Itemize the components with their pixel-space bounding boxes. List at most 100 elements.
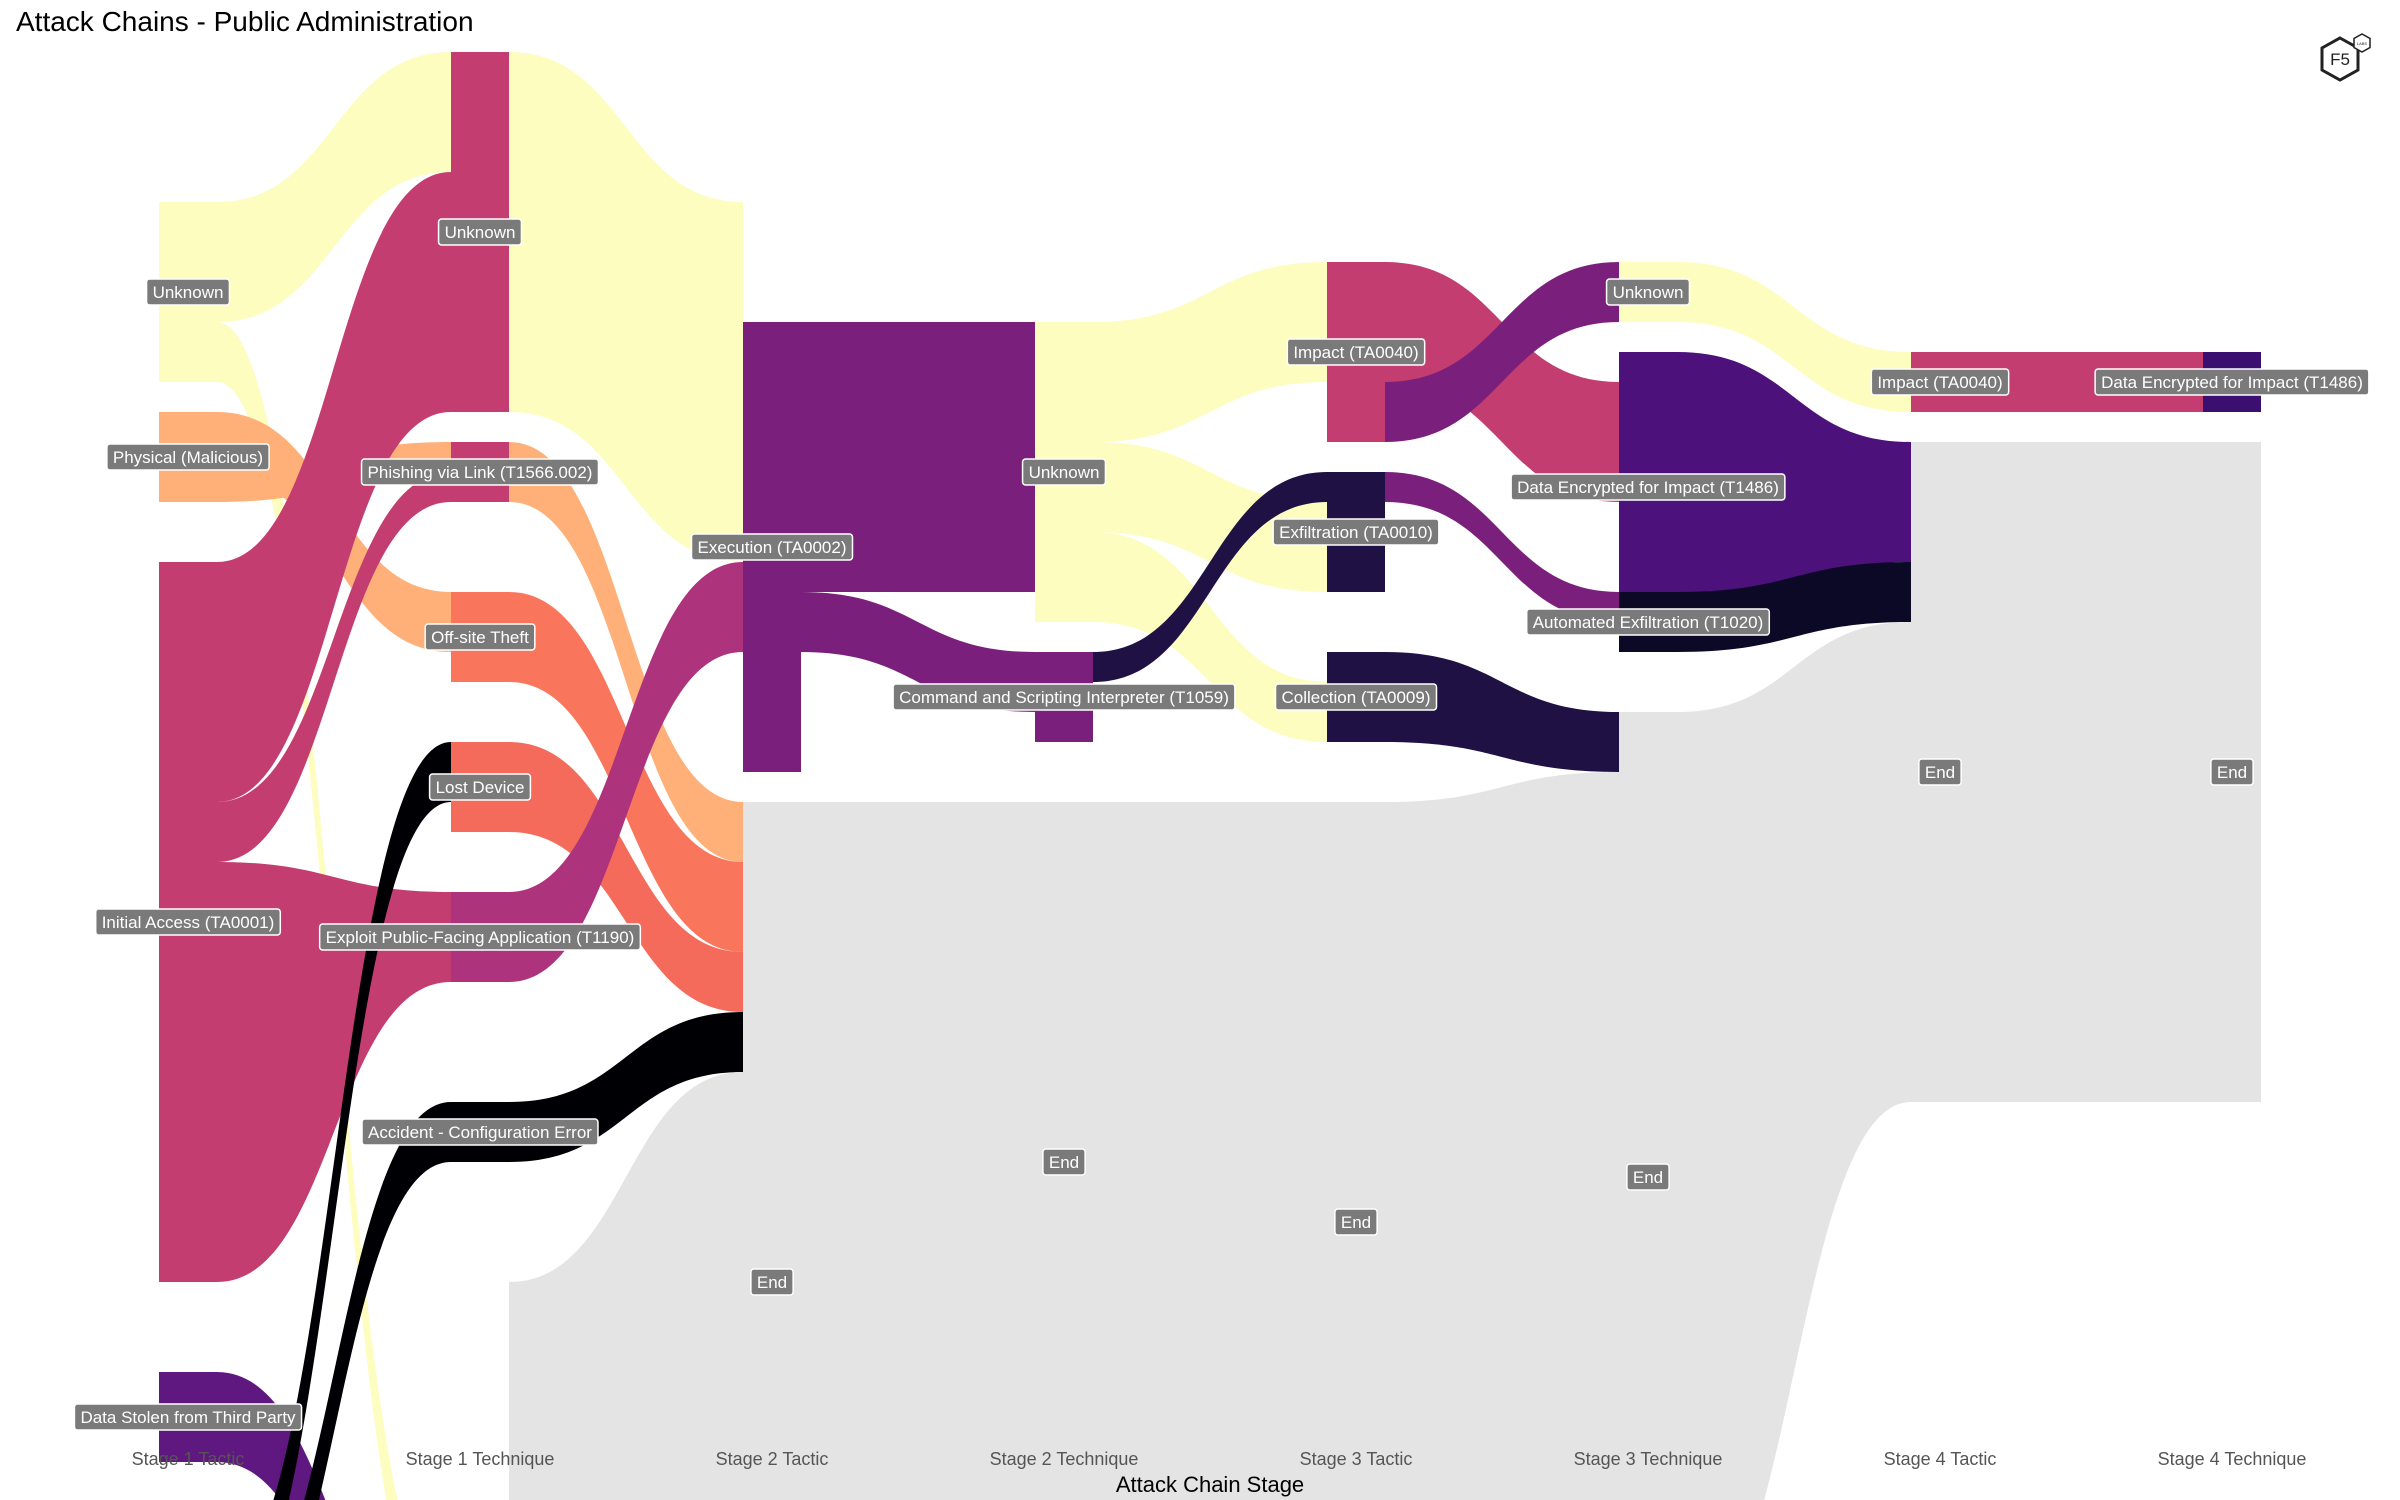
flow-band [1677, 262, 1911, 412]
flow-band [217, 172, 451, 802]
node-label: Collection (TA0009) [1274, 683, 1438, 711]
node-label: Phishing via Link (T1566.002) [360, 458, 600, 486]
node-label: Accident - Configuration Error [361, 1118, 599, 1146]
node-label-text: End [1633, 1168, 1663, 1187]
node-label-text: Unknown [153, 283, 224, 302]
node-label-text: End [757, 1273, 787, 1292]
flow-band [1969, 352, 2203, 412]
node-label: End [1042, 1148, 1086, 1176]
flow-band [1677, 352, 1911, 622]
node-label: End [1918, 758, 1962, 786]
node-label-text: Unknown [1029, 463, 1100, 482]
node-label: Off-site Theft [424, 623, 536, 651]
node-label-text: Accident - Configuration Error [368, 1123, 592, 1142]
node-label: Data Encrypted for Impact (T1486) [1510, 473, 1786, 501]
x-tick-label: Stage 1 Technique [406, 1449, 555, 1469]
x-axis: Stage 1 Tactic Stage 1 Technique Stage 2 T… [132, 1449, 2307, 1469]
x-tick-label: Stage 4 Technique [2158, 1449, 2307, 1469]
node-label: End [1626, 1163, 1670, 1191]
node-label-text: Phishing via Link (T1566.002) [368, 463, 593, 482]
node-label-text: Impact (TA0040) [1293, 343, 1418, 362]
flow-band [801, 592, 1035, 712]
node-label: End [750, 1268, 794, 1296]
node-label: Unknown [1605, 278, 1691, 306]
node-label-text: Unknown [1613, 283, 1684, 302]
labels-layer: Unknown Physical (Malicious) Initial Acces… [73, 218, 2370, 1431]
node-label: Automated Exfiltration (T1020) [1525, 608, 1771, 636]
flow-band [509, 562, 743, 982]
node-label-text: Physical (Malicious) [113, 448, 263, 467]
node-bar [743, 802, 801, 1500]
node-label-text: End [1049, 1153, 1079, 1172]
node-label-text: Initial Access (TA0001) [102, 913, 275, 932]
x-tick-label: Stage 1 Tactic [132, 1449, 245, 1469]
flow-band [509, 742, 743, 1012]
node-label-text: End [2217, 763, 2247, 782]
node-label: Initial Access (TA0001) [94, 908, 282, 936]
node-label: Execution (TA0002) [690, 533, 854, 561]
node-label: Unknown [145, 278, 231, 306]
flow-band [217, 322, 398, 1500]
flow-band [1677, 622, 1911, 1500]
flow-band [1385, 652, 1619, 772]
node-label: End [1334, 1208, 1378, 1236]
flow-band [1093, 262, 1327, 442]
flow-band [304, 1102, 451, 1500]
x-axis-label: Attack Chain Stage [1116, 1472, 1304, 1497]
flow-band [217, 52, 451, 322]
flow-band [273, 742, 451, 1500]
node-label: Impact (TA0040) [1870, 368, 2010, 396]
node-label: Exfiltration (TA0010) [1272, 518, 1440, 546]
flow-band [1969, 442, 2203, 1102]
logo-sub: LABS [2357, 41, 2368, 46]
node-label-text: Data Encrypted for Impact (T1486) [1517, 478, 1779, 497]
logo-text: F5 [2330, 50, 2350, 69]
node-label-text: Unknown [445, 223, 516, 242]
node-label: End [2210, 758, 2254, 786]
node-label-text: Off-site Theft [431, 628, 529, 647]
flow-band [801, 802, 1035, 1500]
x-tick-label: Stage 4 Tactic [1884, 1449, 1997, 1469]
flow-band [1093, 532, 1327, 742]
node-label-text: Exploit Public-Facing Application (T1190… [326, 928, 635, 947]
node-label: Impact (TA0040) [1286, 338, 1426, 366]
node-label: Unknown [1021, 458, 1107, 486]
node-label-text: Lost Device [436, 778, 525, 797]
x-tick-label: Stage 2 Technique [990, 1449, 1139, 1469]
x-tick-label: Stage 2 Tactic [716, 1449, 829, 1469]
node-label-text: End [1925, 763, 1955, 782]
flow-band [1385, 772, 1619, 1500]
node-label-text: Impact (TA0040) [1877, 373, 2002, 392]
flow-band [1385, 262, 1619, 442]
flow-band [1093, 472, 1327, 682]
flow-band [509, 442, 743, 862]
flows-layer [217, 52, 2203, 1500]
node-label-text: Command and Scripting Interpreter (T1059… [899, 688, 1229, 707]
node-label-text: Data Encrypted for Impact (T1486) [2101, 373, 2363, 392]
node-label: Exploit Public-Facing Application (T1190… [318, 923, 642, 951]
node-bar [1327, 802, 1385, 1500]
node-label-text: Data Stolen from Third Party [80, 1408, 296, 1427]
node-label-text: End [1341, 1213, 1371, 1232]
node-label: Data Encrypted for Impact (T1486) [2094, 368, 2370, 396]
node-label-text: Execution (TA0002) [698, 538, 847, 557]
flow-band [1385, 472, 1619, 622]
flow-band [217, 862, 451, 1282]
node-label: Unknown [437, 218, 523, 246]
node-label: Data Stolen from Third Party [73, 1403, 303, 1431]
node-label-text: Exfiltration (TA0010) [1279, 523, 1433, 542]
node-label-text: Automated Exfiltration (T1020) [1533, 613, 1764, 632]
node-label-text: Collection (TA0009) [1282, 688, 1431, 707]
node-label: Lost Device [428, 773, 532, 801]
flow-band [1093, 442, 1327, 592]
chart-title: Attack Chains - Public Administration [16, 6, 474, 37]
x-tick-label: Stage 3 Technique [1574, 1449, 1723, 1469]
node-label: Command and Scripting Interpreter (T1059… [892, 683, 1236, 711]
flow-band [1093, 802, 1327, 1500]
flow-band [509, 52, 743, 562]
node-bar [1619, 712, 1677, 1500]
flow-band [801, 322, 1035, 592]
flow-band [217, 472, 451, 862]
f5-labs-logo-icon: F5 LABS [2320, 33, 2371, 82]
